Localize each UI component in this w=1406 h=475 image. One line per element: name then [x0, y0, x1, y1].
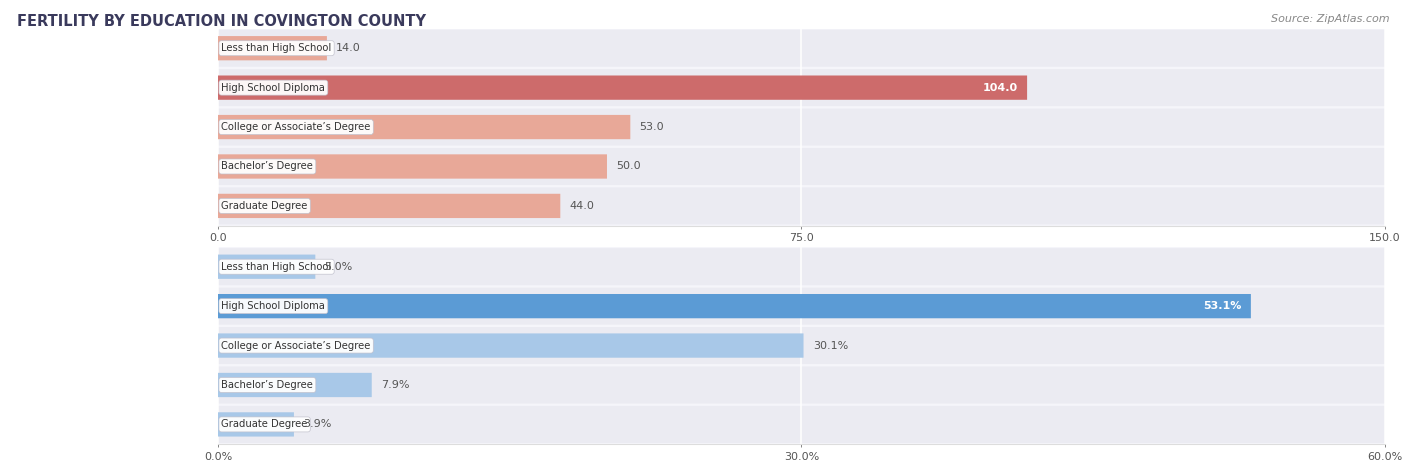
FancyBboxPatch shape — [218, 154, 607, 179]
Text: Graduate Degree: Graduate Degree — [221, 419, 308, 429]
FancyBboxPatch shape — [218, 255, 315, 279]
Text: FERTILITY BY EDUCATION IN COVINGTON COUNTY: FERTILITY BY EDUCATION IN COVINGTON COUN… — [17, 14, 426, 29]
Text: Graduate Degree: Graduate Degree — [221, 201, 308, 211]
Text: High School Diploma: High School Diploma — [221, 301, 325, 311]
FancyBboxPatch shape — [218, 412, 294, 437]
FancyBboxPatch shape — [218, 115, 630, 139]
FancyBboxPatch shape — [218, 108, 1385, 146]
FancyBboxPatch shape — [218, 69, 1385, 106]
Text: 53.1%: 53.1% — [1204, 301, 1241, 311]
Text: 30.1%: 30.1% — [813, 341, 848, 351]
Text: Bachelor’s Degree: Bachelor’s Degree — [221, 162, 314, 171]
FancyBboxPatch shape — [218, 248, 1385, 285]
FancyBboxPatch shape — [218, 148, 1385, 185]
FancyBboxPatch shape — [218, 333, 803, 358]
Text: Less than High School: Less than High School — [221, 262, 332, 272]
FancyBboxPatch shape — [218, 36, 328, 60]
Text: 50.0: 50.0 — [616, 162, 641, 171]
Text: College or Associate’s Degree: College or Associate’s Degree — [221, 341, 371, 351]
Text: High School Diploma: High School Diploma — [221, 83, 325, 93]
Text: College or Associate’s Degree: College or Associate’s Degree — [221, 122, 371, 132]
FancyBboxPatch shape — [218, 366, 1385, 404]
FancyBboxPatch shape — [218, 187, 1385, 225]
FancyBboxPatch shape — [218, 29, 1385, 67]
FancyBboxPatch shape — [218, 294, 1251, 318]
Text: Source: ZipAtlas.com: Source: ZipAtlas.com — [1271, 14, 1389, 24]
Text: 7.9%: 7.9% — [381, 380, 409, 390]
Text: Less than High School: Less than High School — [221, 43, 332, 53]
Text: Bachelor’s Degree: Bachelor’s Degree — [221, 380, 314, 390]
FancyBboxPatch shape — [218, 327, 1385, 364]
Text: 44.0: 44.0 — [569, 201, 595, 211]
FancyBboxPatch shape — [218, 406, 1385, 443]
Text: 5.0%: 5.0% — [325, 262, 353, 272]
FancyBboxPatch shape — [218, 194, 561, 218]
Text: 104.0: 104.0 — [983, 83, 1018, 93]
Text: 3.9%: 3.9% — [304, 419, 332, 429]
Text: 53.0: 53.0 — [640, 122, 664, 132]
FancyBboxPatch shape — [218, 287, 1385, 325]
Text: 14.0: 14.0 — [336, 43, 361, 53]
FancyBboxPatch shape — [218, 373, 371, 397]
FancyBboxPatch shape — [218, 76, 1028, 100]
